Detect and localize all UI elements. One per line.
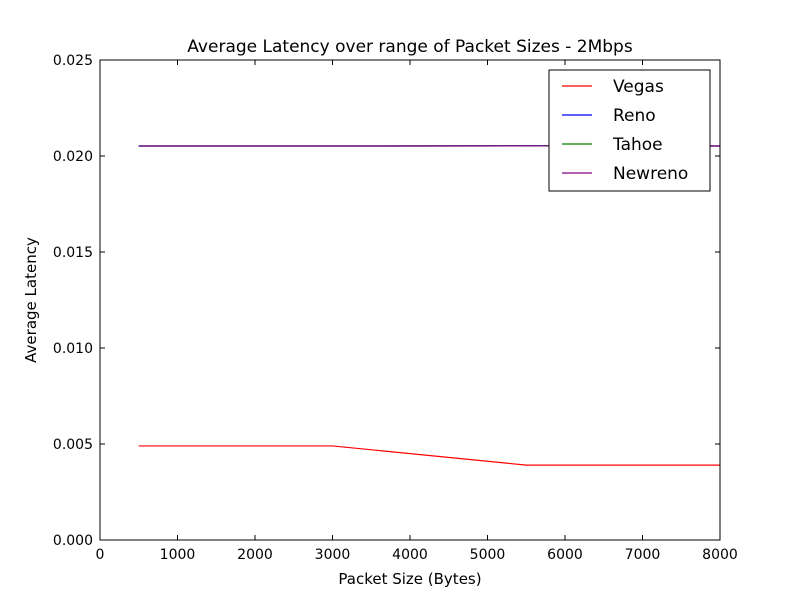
legend: Vegas Reno Tahoe Newreno <box>548 69 711 192</box>
x-tick-label: 8000 <box>702 547 738 563</box>
legend-label-tahoe: Tahoe <box>612 135 663 155</box>
y-tick-label: 0.000 <box>53 533 93 549</box>
y-tick-label: 0.025 <box>53 53 93 69</box>
x-tick-label: 4000 <box>392 547 428 563</box>
series-line-vegas <box>138 445 720 466</box>
y-tick-label: 0.010 <box>53 341 93 357</box>
x-axis: 0 1000 2000 3000 4000 5000 6000 7000 8000 <box>96 60 738 563</box>
x-axis-label: Packet Size (Bytes) <box>338 570 481 588</box>
y-axis-label: Average Latency <box>22 237 40 363</box>
x-tick-label: 1000 <box>160 547 196 563</box>
legend-items: Vegas Reno Tahoe Newreno <box>562 77 688 184</box>
x-tick-label: 2000 <box>237 547 273 563</box>
x-tick-label: 5000 <box>470 547 506 563</box>
plot-area: 0 1000 2000 3000 4000 5000 6000 7000 8000 0.0000… <box>53 53 738 563</box>
legend-label-reno: Reno <box>613 106 656 126</box>
x-tick-label: 3000 <box>315 547 351 563</box>
y-tick-label: 0.005 <box>53 437 93 453</box>
x-tick-label: 0 <box>96 547 105 563</box>
chart-title: Average Latency over range of Packet Siz… <box>187 37 633 57</box>
legend-label-vegas: Vegas <box>613 77 664 97</box>
legend-box <box>548 69 711 192</box>
y-tick-label: 0.020 <box>53 149 93 165</box>
series-layer <box>138 145 721 466</box>
x-tick-label: 6000 <box>547 547 583 563</box>
y-tick-label: 0.015 <box>53 245 93 261</box>
legend-label-newreno: Newreno <box>613 164 688 184</box>
y-axis: 0.000 0.005 0.010 0.015 0.020 0.025 <box>53 53 720 549</box>
x-tick-label: 7000 <box>625 547 661 563</box>
